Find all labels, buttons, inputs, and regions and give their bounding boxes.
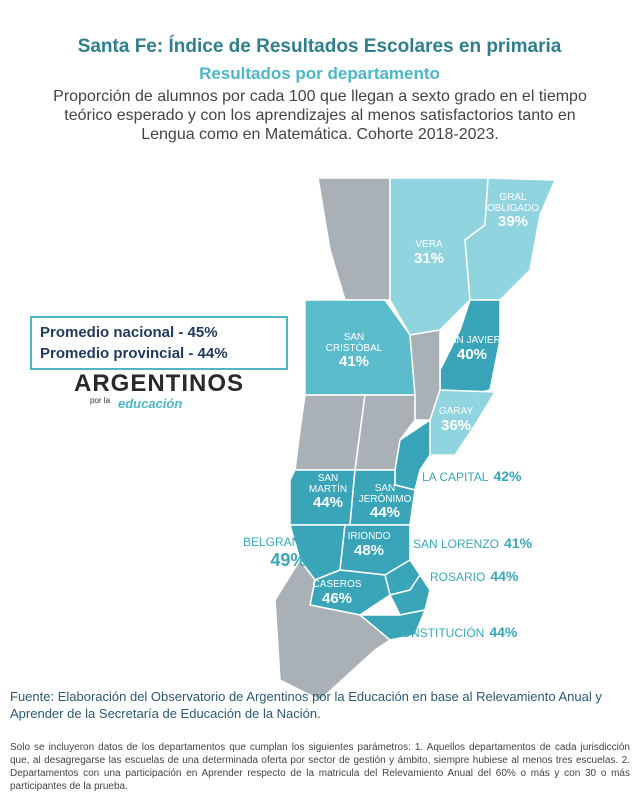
department-name: SAN MARTÍN: [308, 473, 348, 495]
note: Solo se incluyeron datos de los departam…: [10, 742, 630, 792]
department-value: 49%: [270, 549, 307, 570]
department-label: GARAY 36%: [432, 406, 480, 434]
department-label: ROSARIO 44%: [430, 569, 518, 586]
department-label: VERA 31%: [400, 239, 458, 267]
region-no-data: [294, 394, 366, 471]
department-value: 44%: [369, 504, 401, 521]
department-name: CASEROS: [312, 579, 362, 590]
department-name: BELGRANO: [243, 535, 310, 549]
department-label: CONSTITUCIÓN 44%: [393, 625, 517, 642]
average-national: Promedio nacional - 45%: [40, 324, 218, 341]
department-name: LA CAPITAL: [422, 470, 489, 484]
department-value: 41%: [504, 535, 533, 551]
department-value: 46%: [321, 589, 353, 607]
department-value: 48%: [353, 541, 385, 559]
department-name: GARAY: [438, 406, 474, 417]
department-name: SAN LORENZO: [413, 537, 500, 551]
department-name: SAN JERÓNIMO: [358, 483, 412, 505]
department-value: 31%: [413, 249, 445, 267]
department-label: BELGRANO 49%: [243, 534, 310, 570]
department-name: CONSTITUCIÓN: [393, 626, 485, 640]
title: Santa Fe: Índice de Resultados Escolares…: [77, 36, 562, 57]
department-name: VERA: [415, 239, 443, 250]
description: Proporción de alumnos por cada 100 que l…: [53, 88, 587, 143]
department-value: 44%: [489, 624, 518, 640]
department-label: GRAL OBLIGADO 39%: [482, 192, 544, 230]
region-no-data: [274, 558, 392, 701]
department-label: SAN LORENZO 41%: [413, 536, 532, 553]
department-value: 36%: [440, 416, 472, 434]
department-label: CASEROS 46%: [308, 579, 366, 607]
logo-script: educación: [118, 396, 183, 411]
department-label: IRIONDO 48%: [343, 531, 395, 559]
department-name: GRAL OBLIGADO: [486, 192, 540, 214]
department-value: 39%: [497, 213, 529, 230]
department-label: SAN CRISTÓBAL 41%: [318, 332, 390, 370]
region-no-data: [317, 177, 391, 301]
department-value: 42%: [493, 468, 522, 484]
department-name: IRIONDO: [347, 531, 391, 542]
department-value: 44%: [312, 494, 344, 511]
source: Fuente: Elaboración del Observatorio de …: [10, 689, 602, 721]
department-label: SAN JAVIER 40%: [440, 335, 504, 363]
averages-box: Promedio nacional - 45% Promedio provinc…: [30, 316, 288, 370]
logo: ARGENTINOS por la educación: [74, 370, 245, 420]
subtitle: Resultados por departamento: [199, 64, 440, 83]
department-name: SAN JAVIER: [443, 335, 501, 346]
department-value: 44%: [490, 568, 519, 584]
department-label: SAN JERÓNIMO 44%: [350, 483, 420, 521]
logo-small: por la: [90, 396, 111, 405]
department-name: ROSARIO: [430, 570, 486, 584]
logo-main: ARGENTINOS: [74, 370, 245, 397]
map-regions: [274, 177, 557, 701]
department-label: SAN MARTÍN 44%: [300, 473, 356, 511]
department-value: 41%: [338, 353, 370, 370]
department-value: 40%: [456, 345, 488, 363]
department-name: SAN CRISTÓBAL: [325, 332, 383, 354]
average-provincial: Promedio provincial - 44%: [40, 345, 228, 362]
department-label: LA CAPITAL 42%: [422, 469, 522, 486]
